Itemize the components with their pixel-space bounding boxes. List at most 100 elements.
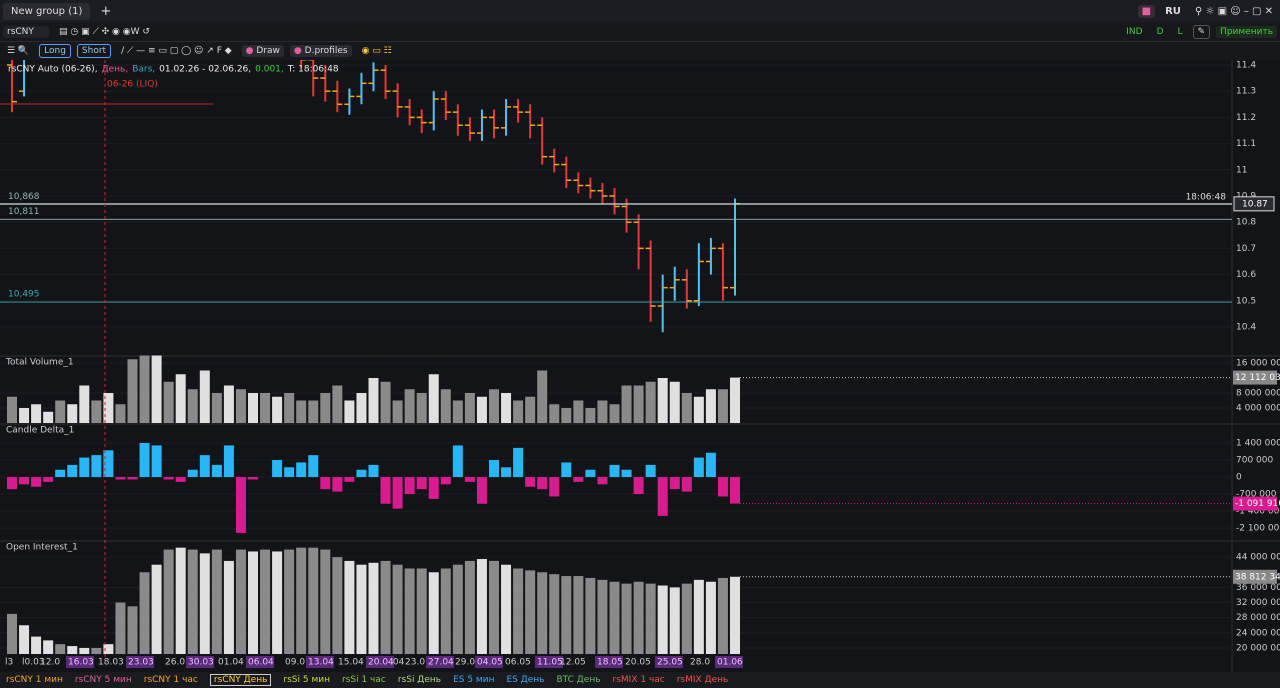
tab[interactable]: rsCNY 1 мин [6,675,63,685]
bar [428,477,439,499]
add-tab[interactable]: + [100,3,112,19]
bar [103,644,114,654]
y-tick-label: 8 000 000 [1236,389,1280,399]
bar [561,408,572,423]
x-date-label: 06.05 [505,658,531,668]
bar [404,477,415,495]
bar [67,646,78,654]
tab[interactable]: ES 5 мин [453,675,495,685]
symbol[interactable]: rsCNY [3,25,49,38]
bar [151,445,162,478]
y-tick-label: 10.6 [1236,270,1256,280]
bar [103,393,114,423]
bar [669,587,680,654]
short[interactable]: Short [76,44,112,58]
x-date-label: 16.03 [68,658,94,668]
y-tick-label: -2 100 000 [1236,524,1280,534]
bar [223,445,234,478]
bar [91,647,102,654]
long[interactable]: Long [39,44,71,58]
d[interactable]: D [1156,26,1164,37]
y-tick-label: 10.7 [1236,244,1256,254]
x-date-label: 11.05 [537,658,563,668]
l[interactable]: L [1177,26,1183,37]
date-highlight [715,656,743,668]
bar [127,359,138,423]
icon[interactable]: ■ [1137,4,1156,18]
bar [489,389,499,423]
tab[interactable]: rsSi День [397,675,442,685]
tab[interactable]: rsMIX День [676,675,729,685]
icons[interactable]: ☰ 🔍 [7,46,30,56]
tab[interactable]: rsCNY 1 час [143,675,198,685]
bar [320,393,331,423]
lang[interactable]: RU [1165,5,1181,17]
window-controls[interactable]: ⚲ ☼ ▣ ☺ – ▢ ✕ [1194,5,1273,17]
y-tick-label: 0 [1236,473,1242,483]
bar [211,393,222,423]
bar [332,477,343,492]
draw[interactable]: ● Draw [241,45,284,57]
tab[interactable]: rsMIX 1 час [612,675,665,685]
chart-header: T: 18:06:48 [287,65,339,75]
x-date-label: 23.0 [405,658,425,668]
bar [235,549,246,654]
drawing-toolbar: ☰ 🔍 Long Short / ⟋ — ≡ ▭ ▢ ◯ ☺ ↗ F ◆ ● D… [0,42,1280,60]
bar [19,477,30,485]
y-tick-label: 16 000 000 [1236,359,1280,369]
bar [55,469,66,478]
panel-title: Open Interest_1 [6,543,78,553]
ind[interactable]: IND [1126,26,1143,37]
chart-header: 01.02.26 - 02.06.26, [159,65,251,75]
y-tick-label: 11 [1236,165,1247,175]
bar [537,572,548,654]
date-highlight [186,656,214,668]
dprofiles-label: D.profiles [304,46,348,56]
group-tab[interactable]: New group (1) [3,2,91,20]
bar [561,462,572,478]
x-date-label: 28.0 [690,658,710,668]
bar [549,574,560,654]
bar [7,396,17,423]
x-date-label: 13.04 [308,658,334,668]
bar [320,477,331,490]
tab[interactable]: rsCNY День [209,674,272,686]
bar [392,477,403,509]
bar [633,477,644,495]
y-tick-label: -1 400 000 [1236,507,1280,517]
bar [151,564,162,654]
date-highlight [426,656,454,668]
tab[interactable]: rsCNY 5 мин [74,675,132,685]
bar [248,551,258,654]
tab[interactable]: ES День [506,675,545,685]
bar [476,477,487,504]
tab[interactable]: rsSi 5 мин [283,675,330,685]
last-value-box [1233,370,1277,385]
bar [705,581,716,654]
bar [392,564,403,654]
bar [79,647,90,654]
bar [645,464,656,478]
draw-tools[interactable]: / ⟋ — ≡ ▭ ▢ ◯ ☺ ↗ F ◆ [121,46,232,56]
bar [657,477,668,516]
last-value-box [1233,496,1277,511]
date-highlight [126,656,154,668]
bar [67,464,78,478]
bar [19,408,30,423]
bar [235,389,246,423]
dprofiles[interactable]: ● D.profiles [289,45,352,57]
edit[interactable]: ✎ [1192,24,1211,39]
bar [151,355,162,423]
bar [392,400,403,423]
bar [332,385,343,423]
tab[interactable]: BTC День [556,675,601,685]
bar [284,549,295,654]
tab[interactable]: rsSi 1 час [342,675,386,685]
bar [730,377,740,423]
bar [525,396,536,423]
bar [609,404,620,423]
icons2[interactable]: ◉ ▭ ☷ [361,46,392,56]
bar [597,477,608,485]
apply[interactable]: Применить [1216,25,1277,38]
tools[interactable]: ▤ ◷ ▣ ⟋ ✣ ◉ ◉W ↺ [59,26,150,37]
